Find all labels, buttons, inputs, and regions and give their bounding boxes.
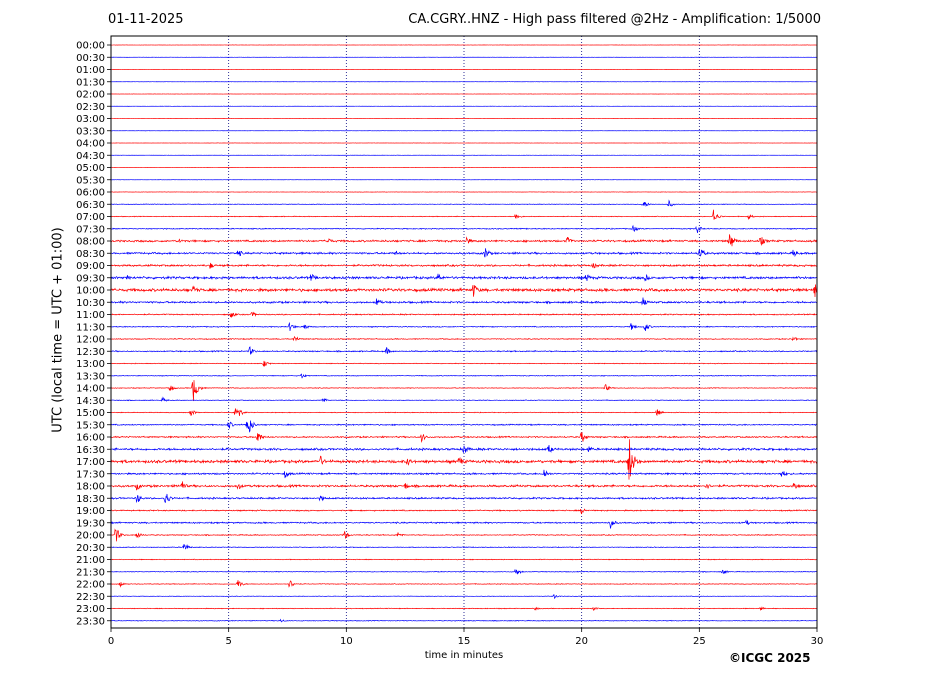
trace-row bbox=[110, 380, 818, 402]
trace-row bbox=[110, 481, 818, 491]
row-time-label: 15:30 bbox=[76, 420, 105, 431]
row-time-label: 19:00 bbox=[76, 506, 105, 517]
trace-row bbox=[110, 311, 818, 318]
row-time-label: 02:00 bbox=[76, 90, 105, 101]
row-time-label: 22:30 bbox=[76, 592, 105, 603]
x-tick-label: 5 bbox=[225, 636, 231, 647]
trace-row bbox=[110, 284, 818, 298]
row-time-label: 09:30 bbox=[76, 273, 105, 284]
copyright-label: ©ICGC 2025 bbox=[729, 651, 811, 665]
plot-area bbox=[111, 36, 817, 628]
trace-row bbox=[110, 248, 818, 258]
x-tick-label: 0 bbox=[108, 636, 114, 647]
trace-row bbox=[110, 335, 818, 342]
row-time-label: 11:00 bbox=[76, 310, 105, 321]
trace-row bbox=[110, 528, 818, 542]
trace-row bbox=[110, 234, 818, 247]
row-time-label: 00:00 bbox=[76, 41, 105, 52]
trace-row bbox=[110, 262, 818, 269]
trace-row bbox=[110, 360, 818, 367]
row-time-label: 20:30 bbox=[76, 543, 105, 554]
chart-title: CA.CGRY..HNZ - High pass filtered @2Hz -… bbox=[408, 12, 821, 27]
row-time-label: 01:00 bbox=[76, 65, 105, 76]
row-time-label: 04:30 bbox=[76, 151, 105, 162]
trace-row bbox=[110, 508, 818, 515]
row-time-label: 12:30 bbox=[76, 347, 105, 358]
trace-row bbox=[110, 543, 818, 550]
row-time-label: 03:00 bbox=[76, 114, 105, 125]
trace-row bbox=[110, 558, 818, 561]
trace-row bbox=[110, 273, 818, 282]
row-time-label: 15:00 bbox=[76, 408, 105, 419]
trace-row bbox=[110, 580, 818, 588]
trace-row bbox=[110, 346, 818, 355]
row-time-label: 16:30 bbox=[76, 445, 105, 456]
trace-row bbox=[110, 199, 818, 207]
row-time-label: 02:30 bbox=[76, 102, 105, 113]
trace-row bbox=[110, 432, 818, 443]
x-tick-label: 20 bbox=[575, 636, 588, 647]
row-time-label: 07:00 bbox=[76, 212, 105, 223]
row-time-label: 23:00 bbox=[76, 604, 105, 615]
trace-row bbox=[110, 420, 818, 433]
row-time-label: 01:30 bbox=[76, 77, 105, 88]
row-time-label: 17:30 bbox=[76, 469, 105, 480]
row-time-label: 10:30 bbox=[76, 298, 105, 309]
trace-row bbox=[110, 569, 818, 575]
x-axis-label: time in minutes bbox=[424, 650, 504, 661]
trace-row bbox=[110, 606, 818, 612]
row-time-label: 21:00 bbox=[76, 555, 105, 566]
row-time-label: 05:00 bbox=[76, 163, 105, 174]
row-time-label: 10:00 bbox=[76, 286, 105, 297]
row-time-label: 03:30 bbox=[76, 126, 105, 137]
row-time-label: 19:30 bbox=[76, 518, 105, 529]
row-time-label: 16:00 bbox=[76, 433, 105, 444]
trace-row bbox=[110, 618, 818, 623]
row-time-label: 14:30 bbox=[76, 396, 105, 407]
row-time-label: 07:30 bbox=[76, 224, 105, 235]
row-time-label: 13:00 bbox=[76, 359, 105, 370]
row-time-label: 08:00 bbox=[76, 237, 105, 248]
row-time-label: 21:30 bbox=[76, 567, 105, 578]
row-time-label: 11:30 bbox=[76, 322, 105, 333]
row-time-label: 23:30 bbox=[76, 616, 105, 627]
trace-row bbox=[110, 373, 818, 379]
trace-row bbox=[110, 396, 818, 403]
row-time-label: 05:30 bbox=[76, 175, 105, 186]
row-time-label: 22:00 bbox=[76, 580, 105, 591]
row-time-label: 17:00 bbox=[76, 457, 105, 468]
row-time-label: 14:00 bbox=[76, 384, 105, 395]
row-time-label: 13:30 bbox=[76, 371, 105, 382]
x-tick-label: 10 bbox=[340, 636, 353, 647]
trace-row bbox=[110, 408, 818, 417]
row-time-label: 12:00 bbox=[76, 335, 105, 346]
row-time-label: 09:00 bbox=[76, 261, 105, 272]
row-time-label: 00:30 bbox=[76, 53, 105, 64]
x-tick-label: 15 bbox=[458, 636, 471, 647]
trace-row bbox=[110, 519, 818, 529]
trace-row bbox=[110, 321, 818, 332]
trace-row bbox=[110, 594, 818, 599]
row-time-label: 20:00 bbox=[76, 531, 105, 542]
trace-row bbox=[110, 224, 818, 234]
row-time-label: 06:30 bbox=[76, 200, 105, 211]
date-label: 01-11-2025 bbox=[108, 12, 184, 27]
row-time-label: 08:30 bbox=[76, 249, 105, 260]
trace-row bbox=[110, 297, 818, 306]
row-time-label: 18:00 bbox=[76, 482, 105, 493]
row-time-label: 18:30 bbox=[76, 494, 105, 505]
row-time-label: 04:00 bbox=[76, 139, 105, 150]
trace-row bbox=[110, 493, 818, 504]
x-tick-label: 25 bbox=[693, 636, 706, 647]
trace-row bbox=[110, 439, 818, 480]
x-tick-label: 30 bbox=[811, 636, 824, 647]
trace-row bbox=[110, 209, 818, 221]
row-time-label: 06:00 bbox=[76, 188, 105, 199]
trace-row bbox=[110, 469, 818, 479]
trace-row bbox=[110, 445, 818, 453]
